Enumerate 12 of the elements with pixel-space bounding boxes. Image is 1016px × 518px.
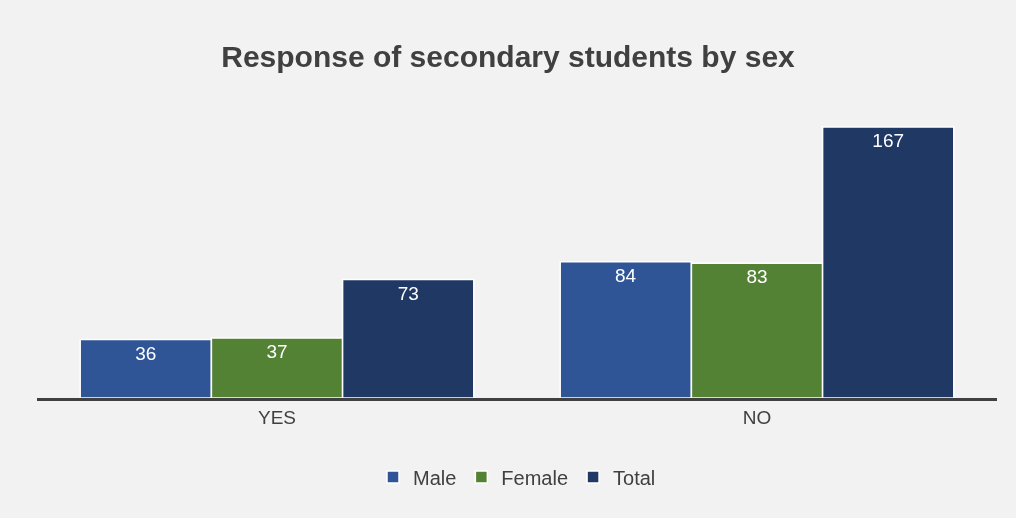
- data-label: 37: [266, 340, 288, 362]
- data-label: 83: [746, 266, 768, 288]
- data-label: 36: [135, 342, 157, 364]
- legend-label: Male: [413, 466, 457, 489]
- legend-label: Female: [501, 466, 569, 489]
- legend-label: Total: [613, 466, 656, 489]
- chart-title: Response of secondary students by sex: [221, 40, 796, 74]
- data-label: 73: [397, 282, 419, 304]
- data-label: 84: [615, 264, 637, 286]
- x-tick-label: YES: [257, 406, 297, 428]
- x-tick-label: NO: [742, 406, 772, 428]
- data-label: 167: [872, 130, 905, 152]
